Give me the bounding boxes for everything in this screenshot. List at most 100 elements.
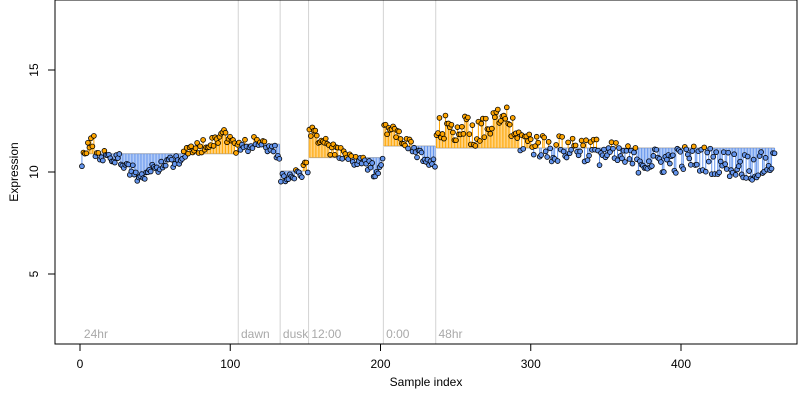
- data-point: [650, 153, 657, 159]
- data-point: [305, 169, 311, 176]
- data-point: [116, 151, 123, 157]
- x-axis-title: Sample index: [390, 375, 463, 389]
- data-point: [418, 149, 425, 156]
- data-point: [281, 173, 287, 179]
- y-axis: 5 10 15 Expression: [7, 63, 56, 277]
- data-point: [414, 154, 420, 161]
- data-point: [327, 151, 334, 158]
- segment-separators: [237, 0, 437, 344]
- data-point: [723, 166, 730, 172]
- data-point: [569, 135, 576, 142]
- segment-labels: 24hr dawn dusk 12:00 0:00 48hr: [84, 327, 463, 341]
- data-point: [687, 162, 694, 168]
- data-point: [396, 128, 402, 135]
- data-point: [303, 159, 310, 166]
- x-tick-label-400: 400: [671, 357, 691, 371]
- data-point: [616, 145, 622, 151]
- data-point: [197, 143, 203, 150]
- data-point: [439, 131, 446, 137]
- data-point: [147, 168, 154, 175]
- data-point: [704, 149, 711, 156]
- data-point: [442, 112, 449, 119]
- data-point: [242, 136, 248, 143]
- data-point: [502, 115, 509, 122]
- data-point: [619, 155, 625, 162]
- data-point: [746, 168, 752, 174]
- data-point: [629, 160, 636, 167]
- data-point: [125, 161, 132, 168]
- data-point: [448, 121, 455, 128]
- data-point: [162, 162, 169, 169]
- data-point: [563, 154, 570, 161]
- data-point: [725, 149, 731, 156]
- data-point: [222, 129, 229, 136]
- data-point: [568, 146, 574, 153]
- data-point: [192, 145, 199, 151]
- data-point: [710, 153, 717, 160]
- segment-label-5: 48hr: [438, 327, 462, 341]
- data-point: [405, 145, 411, 152]
- data-point: [89, 143, 96, 150]
- data-point: [526, 131, 533, 138]
- data-point: [132, 169, 139, 176]
- data-point: [168, 156, 175, 163]
- plot-frame: [54, 0, 798, 345]
- data-point: [720, 149, 727, 155]
- data-point: [450, 129, 456, 136]
- data-point: [768, 165, 775, 172]
- deviation-lines: [81, 107, 776, 182]
- data-point: [635, 169, 642, 176]
- data-point: [707, 145, 714, 152]
- data-point: [731, 151, 737, 158]
- data-point: [632, 145, 639, 151]
- segment-label-2: dusk: [283, 327, 309, 341]
- segment-label-4: 0:00: [386, 327, 410, 341]
- data-point: [352, 153, 359, 160]
- data-point: [677, 149, 684, 155]
- data-point: [509, 115, 516, 121]
- data-point: [378, 162, 384, 168]
- data-point: [649, 163, 655, 169]
- data-point: [601, 146, 607, 153]
- data-point: [91, 133, 97, 139]
- data-point: [272, 142, 278, 149]
- data-point: [693, 161, 700, 168]
- data-point: [690, 143, 697, 150]
- data-point: [503, 104, 510, 111]
- data-point: [553, 142, 559, 148]
- data-point: [95, 150, 102, 156]
- data-point: [762, 155, 769, 161]
- data-point: [185, 150, 191, 157]
- data-point: [705, 158, 712, 165]
- data-point: [532, 143, 539, 149]
- data-point: [215, 140, 221, 146]
- data-point: [435, 130, 441, 136]
- data-point: [83, 150, 90, 157]
- data-point: [393, 134, 399, 140]
- y-tick-label-15: 15: [27, 63, 41, 77]
- data-point: [593, 136, 600, 143]
- data-point: [545, 139, 552, 145]
- data-point: [430, 156, 437, 163]
- data-point: [577, 148, 583, 155]
- data-point: [673, 170, 679, 176]
- data-point: [758, 149, 764, 155]
- data-point: [432, 163, 438, 170]
- data-point: [495, 106, 501, 113]
- data-point: [750, 156, 757, 163]
- data-point: [749, 177, 755, 183]
- data-point: [514, 135, 521, 141]
- data-point: [538, 152, 544, 158]
- data-point: [771, 150, 778, 157]
- data-point: [661, 169, 667, 175]
- data-point: [397, 136, 404, 142]
- data-point: [622, 159, 628, 165]
- data-point: [481, 134, 488, 140]
- data-point: [535, 139, 541, 146]
- data-point: [565, 139, 571, 146]
- data-point: [200, 137, 206, 143]
- data-point: [85, 139, 91, 146]
- data-point: [559, 134, 565, 140]
- data-point: [379, 155, 386, 162]
